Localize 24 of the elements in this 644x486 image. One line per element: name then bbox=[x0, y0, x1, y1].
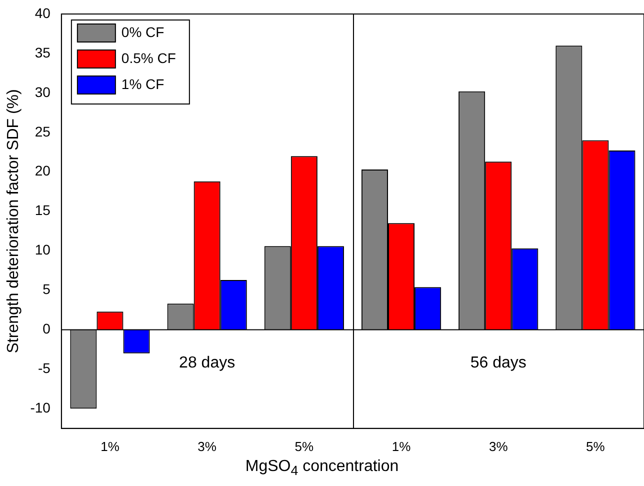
x-tick-label: 1% bbox=[392, 438, 412, 454]
x-axis-title: MgSO$_{4}$ concentration bbox=[244, 458, 400, 478]
y-tick-label: 5 bbox=[42, 281, 51, 298]
legend-label: 0% CF bbox=[121, 24, 164, 40]
annotation: 56 days bbox=[470, 354, 526, 372]
y-tick-label: 20 bbox=[34, 162, 51, 179]
y-tick-label: 10 bbox=[34, 242, 51, 258]
y-tick-label: 0 bbox=[42, 320, 51, 337]
y-tick-label: -5 bbox=[38, 360, 51, 376]
x-tick-label: 1% bbox=[100, 438, 120, 454]
y-tick-label: 40 bbox=[34, 4, 51, 21]
y-tick-label: 25 bbox=[34, 123, 51, 140]
x-tick-label: 5% bbox=[294, 438, 314, 454]
x-tick-label: 3% bbox=[488, 438, 508, 454]
y-tick-label: -10 bbox=[30, 400, 51, 416]
y-tick-label: 35 bbox=[34, 44, 51, 60]
x-tick-label: 3% bbox=[198, 438, 217, 454]
y-tick-label: 15 bbox=[34, 202, 51, 218]
y-axis-title: Strength deterioration factor SDF (%) bbox=[5, 89, 22, 354]
x-tick-label: 5% bbox=[586, 438, 606, 454]
legend-label: 0.5% CF bbox=[121, 50, 176, 66]
annotation: 28 days bbox=[179, 354, 236, 372]
legend-label: 1% CF bbox=[121, 76, 164, 92]
y-tick-label: 30 bbox=[34, 84, 51, 100]
